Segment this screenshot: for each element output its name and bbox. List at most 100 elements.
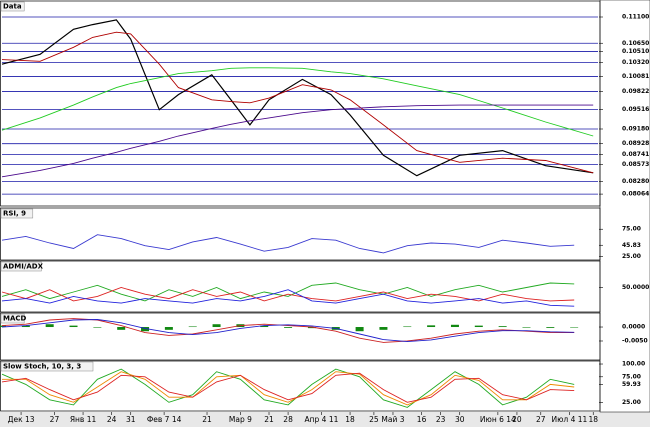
- x-tick-label: 18: [588, 415, 598, 424]
- histogram-bar: [284, 327, 293, 328]
- y-tick-label: 0.09180: [622, 126, 649, 133]
- histogram-bar: [355, 327, 364, 332]
- y-tick-label: 45.83: [622, 242, 641, 249]
- y-tick-label: 100.00: [622, 361, 645, 368]
- y-tick-label: 0.08928: [622, 140, 649, 147]
- panel-title: MACD: [3, 315, 27, 323]
- panel-title-box: [0, 313, 25, 324]
- series-line: [1, 318, 575, 343]
- y-tick-label: 25.00: [622, 399, 641, 406]
- series-line: [1, 67, 594, 137]
- x-tick-label: Май 3: [381, 415, 404, 424]
- y-tick-label: 25.00: [622, 253, 641, 260]
- histogram-bar: [522, 327, 531, 328]
- histogram-bar: [427, 325, 436, 328]
- x-tick-label: Июн 6 14: [480, 415, 516, 424]
- histogram-bar: [379, 327, 388, 330]
- y-tick-label: 0.10510: [622, 48, 649, 55]
- series-line: [1, 19, 594, 177]
- panel-frame: [0, 312, 601, 361]
- histogram-bar: [546, 327, 555, 328]
- histogram-bar: [212, 324, 221, 328]
- y-tick-label: -0.0050: [622, 337, 648, 344]
- y-tick-label: 0.09516: [622, 106, 649, 113]
- x-tick-label: 20: [512, 415, 522, 424]
- series-line: [1, 282, 575, 302]
- histogram-bar: [450, 324, 459, 328]
- histogram-bar: [188, 326, 197, 328]
- histogram-bar: [45, 324, 54, 328]
- x-axis-bar: [0, 412, 650, 427]
- histogram-bar: [0, 325, 6, 328]
- series-line: [1, 287, 575, 302]
- y-tick-label: 0.08280: [622, 178, 649, 185]
- x-tick-label: 27: [536, 415, 546, 424]
- histogram-bar: [164, 327, 173, 330]
- panel-title-box: [0, 261, 42, 272]
- x-tick-label: 24: [107, 415, 117, 424]
- panel-frame: [0, 260, 601, 313]
- series-line: [2, 371, 575, 406]
- x-tick-label: 18: [345, 415, 355, 424]
- panel-title-box: [0, 208, 34, 219]
- panel-title-box: [0, 1, 25, 12]
- histogram-bar: [21, 325, 30, 328]
- y-tick-label: 0.08573: [622, 161, 649, 168]
- panel-title-box: [0, 361, 94, 372]
- y-tick-label: 0.10320: [622, 59, 649, 66]
- series-line: [1, 104, 594, 178]
- series-line: [1, 372, 575, 403]
- x-tick-label: 31: [126, 415, 136, 424]
- y-tick-label: 59.93: [622, 381, 641, 388]
- panel-frame: [0, 0, 601, 207]
- x-tick-label: 16: [417, 415, 427, 424]
- y-tick-label: 0.09822: [622, 88, 649, 95]
- x-tick-label: Апр 4 11: [305, 415, 339, 424]
- x-tick-label: Июл 4 11: [551, 415, 587, 424]
- histogram-bar: [570, 327, 579, 328]
- histogram-bar: [403, 326, 412, 328]
- x-tick-label: Фев 7 14: [147, 415, 182, 424]
- y-tick-label: 0.10081: [622, 73, 649, 80]
- histogram-bar: [93, 327, 102, 328]
- panel-frame: [0, 207, 601, 261]
- y-tick-label: 50.0000: [622, 284, 649, 291]
- x-tick-label: 23: [436, 415, 446, 424]
- series-line: [1, 368, 575, 408]
- x-tick-label: Дек 13: [8, 415, 35, 424]
- histogram-bar: [117, 327, 126, 330]
- y-tick-label: 0.11100: [622, 14, 649, 21]
- x-tick-label: 28: [283, 415, 293, 424]
- panel-title: RSI, 9: [3, 210, 26, 218]
- y-tick-label: 0.10650: [622, 40, 649, 47]
- y-tick-label: 0.0000: [622, 324, 645, 331]
- x-tick-label: 21: [264, 415, 274, 424]
- x-tick-label: 25: [369, 415, 379, 424]
- histogram-bar: [474, 325, 483, 328]
- histogram-bar: [260, 325, 269, 328]
- histogram-bar: [307, 327, 316, 329]
- y-tick-label: 0.08741: [622, 151, 649, 158]
- series-line: [1, 234, 575, 254]
- panel-title: Slow Stoch, 10, 3, 3: [3, 363, 81, 371]
- price-axis: [599, 0, 650, 413]
- panel-title: Data: [3, 3, 22, 11]
- histogram-bar: [141, 327, 150, 332]
- x-tick-label: Мар 9: [229, 415, 252, 424]
- panel-frame: [0, 360, 601, 412]
- x-tick-label: 30: [455, 415, 465, 424]
- series-line: [1, 319, 575, 343]
- histogram-bar: [69, 325, 78, 328]
- x-tick-label: 27: [50, 415, 60, 424]
- series-line: [1, 289, 575, 307]
- y-tick-label: 75.00: [622, 226, 641, 233]
- x-tick-label: Янв 11: [70, 415, 97, 424]
- series-line: [1, 31, 594, 174]
- y-tick-label: 75.00: [622, 373, 641, 380]
- panel-title: ADMI/ADX: [3, 263, 44, 271]
- histogram-bar: [498, 326, 507, 328]
- y-tick-label: 0.08064: [622, 191, 649, 198]
- x-tick-label: 21: [202, 415, 212, 424]
